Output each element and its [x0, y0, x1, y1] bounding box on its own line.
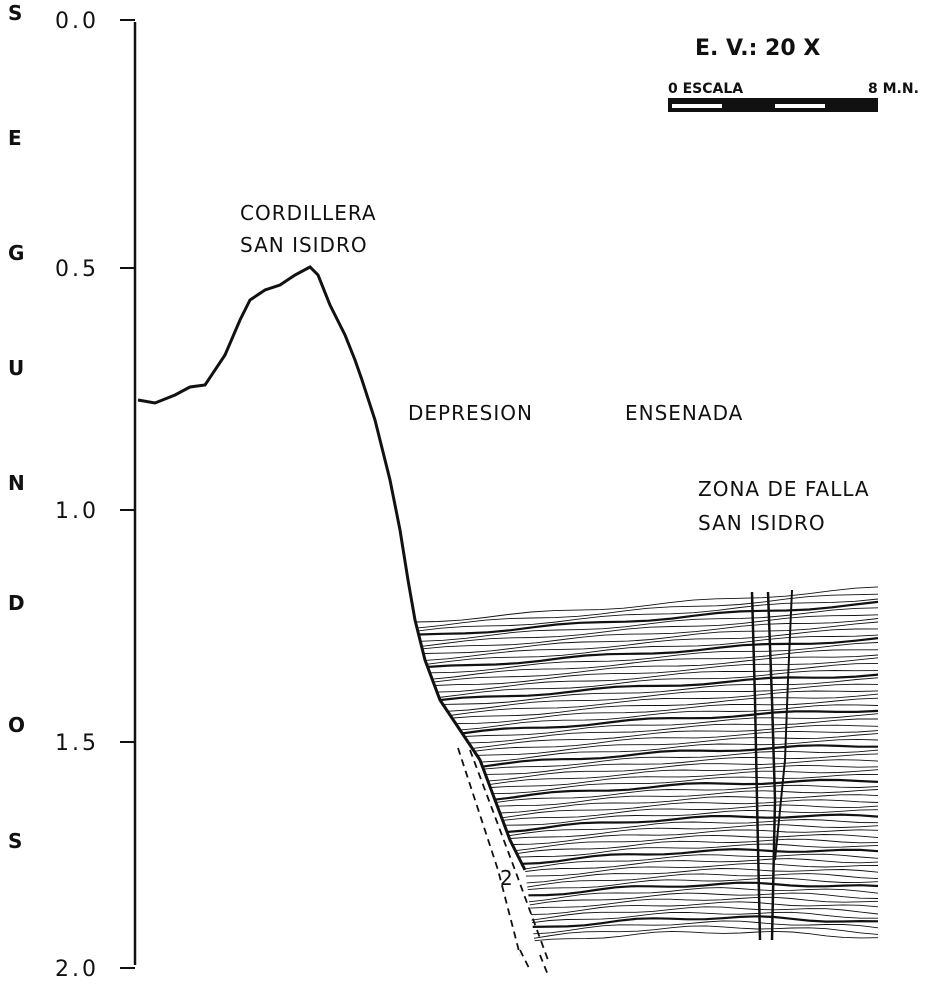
scale-bar	[668, 98, 878, 112]
axis-letter: U	[8, 356, 24, 380]
seafloor-profile	[138, 267, 525, 870]
tick-label: 1.5	[55, 731, 99, 756]
seismic-profile: 0.0 0.5 1.0 1.5 2.0 S E G U N D O S E. V.: 20 X 0 ES…	[0, 0, 947, 985]
scale-end: 8 M.N.	[868, 81, 919, 97]
axis-letter: E	[8, 126, 22, 150]
fault-zone	[752, 590, 792, 940]
reflector	[418, 599, 878, 631]
reflector	[428, 638, 878, 667]
reflector	[486, 754, 878, 775]
scale-start: 0 ESCALA	[668, 81, 743, 97]
depression-label: DEPRESION	[408, 401, 533, 425]
axis-letter: N	[8, 471, 25, 495]
ridge-label: CORDILLERA	[240, 201, 377, 225]
fault-label: SAN ISIDRO	[698, 511, 826, 535]
axis-letter: G	[8, 241, 24, 265]
reflectors	[416, 587, 879, 941]
time-axis: 0.0 0.5 1.0 1.5 2.0 S E G U N D O S	[8, 1, 135, 982]
reflector	[512, 830, 878, 845]
reflector	[535, 931, 878, 940]
vertical-exaggeration: E. V.: 20 X	[695, 36, 820, 61]
depression-label: ENSENADA	[625, 401, 743, 425]
fault-label: ZONA DE FALLA	[698, 477, 870, 501]
reflector	[419, 602, 878, 635]
tick-label: 0.5	[55, 257, 99, 282]
tick-label: 2.0	[55, 957, 99, 982]
axis-letter: D	[8, 591, 25, 615]
ridge-label: SAN ISIDRO	[240, 233, 368, 257]
fault-trace	[458, 748, 548, 975]
reflector	[435, 658, 878, 686]
axis-letter: S	[8, 829, 22, 853]
axis-letter: O	[8, 713, 25, 737]
reflector	[441, 675, 878, 700]
reflector	[489, 765, 878, 784]
tick-label: 0.0	[55, 9, 99, 34]
axis-letter: S	[8, 1, 22, 25]
tick-label: 1.0	[55, 499, 99, 524]
reflector	[468, 719, 878, 743]
